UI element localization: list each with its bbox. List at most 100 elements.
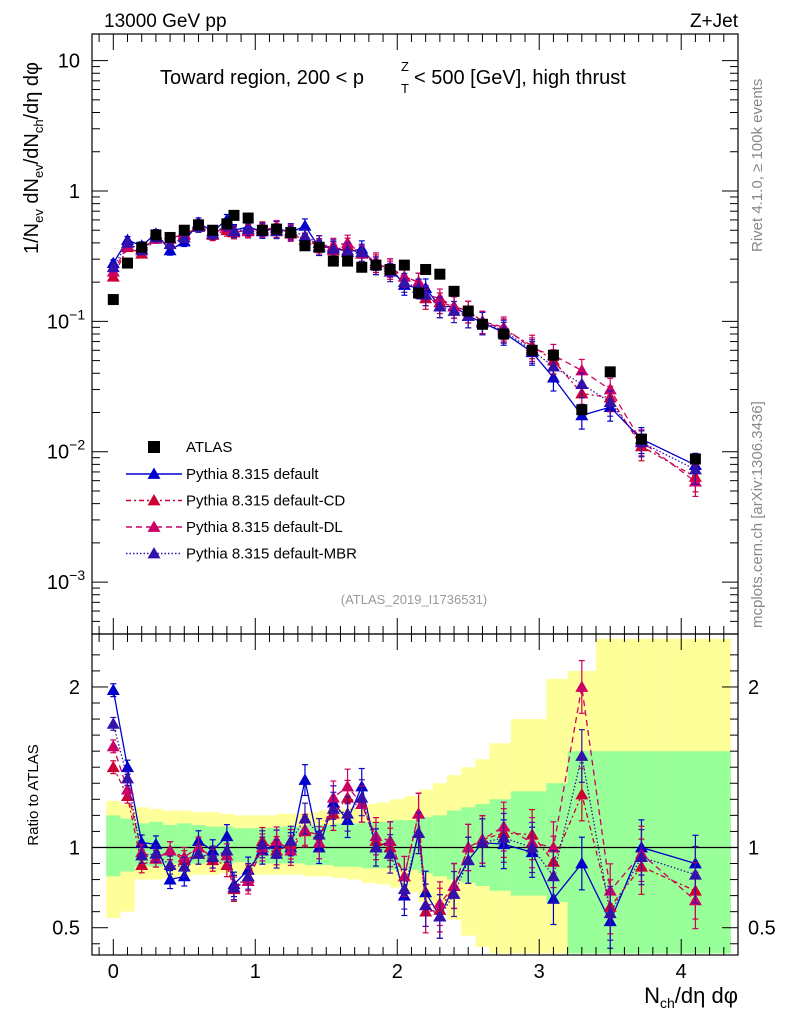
header-right: Z+Jet: [690, 11, 739, 32]
ratio-stat-band: [418, 816, 433, 874]
main-point-pythia-8-315-default-dl: [575, 363, 589, 376]
ratio-point-pythia-8-315-default-mbr: [298, 812, 312, 824]
ratio-point-pythia-8-315-default-mbr: [575, 749, 589, 761]
main-line-pythia-8-315-default: [112, 218, 696, 466]
svg-text:Nch/dη dφ: Nch/dη dφ: [644, 983, 738, 1011]
main-y-tick-label: 10: [58, 51, 80, 73]
main-point-pythia-8-315-default-mbr: [688, 463, 702, 475]
ratio-point-pythia-8-315-default-mbr: [525, 840, 539, 853]
legend-label-pythia-8-315-default-cd: Pythia 8.315 default-CD: [186, 493, 345, 510]
ratio-stat-band: [546, 783, 568, 903]
ratio-point-pythia-8-315-default-mbr: [475, 836, 489, 848]
atlas-data-point: [526, 344, 538, 356]
atlas-data-point: [192, 219, 204, 231]
atlas-data-point: [384, 263, 396, 275]
ratio-point-pythia-8-315-default-mbr: [135, 848, 149, 861]
main-point-pythia-8-315-default-mbr: [433, 300, 447, 312]
main-point-pythia-8-315-default-mbr: [106, 260, 120, 273]
ratio-frame: [91, 633, 739, 956]
ratio-point-pythia-8-315-default: [120, 760, 134, 773]
x-tick-label: 4: [676, 961, 687, 983]
legend-marker-atlas: [148, 441, 160, 453]
ratio-point-pythia-8-315-default-mbr: [163, 858, 177, 870]
ratio-point-pythia-8-315-default: [106, 683, 120, 696]
ratio-stat-band: [333, 823, 348, 867]
ratio-point-pythia-8-315-default-mbr: [120, 771, 134, 784]
ratio-y-tick-label-right: 0.5: [748, 918, 776, 940]
atlas-data-point: [178, 224, 190, 236]
atlas-data-point: [547, 349, 559, 361]
panel-title-post: < 500 [GeV], high thrust: [414, 67, 626, 89]
legend-label-pythia-8-315-default-mbr: Pythia 8.315 default-MBR: [186, 546, 357, 563]
ratio-point-pythia-8-315-default-mbr: [383, 847, 397, 859]
ratio-stat-band: [432, 815, 447, 877]
panel-title: Toward region, 200 < p Z T < 500 [GeV], …: [160, 59, 626, 96]
main-point-pythia-8-315-default-mbr: [546, 360, 560, 372]
atlas-data-point: [313, 241, 325, 253]
x-axis-label: Nch/dη dφ: [644, 983, 738, 1011]
atlas-data-point: [299, 240, 311, 252]
ratio-y-tick-label-right: 2: [748, 677, 759, 699]
ratio-point-pythia-8-315-default-dl: [177, 850, 191, 862]
atlas-data-point: [207, 224, 219, 236]
ratio-point-pythia-8-315-default-mbr: [177, 860, 191, 872]
atlas-data-point: [398, 259, 410, 271]
ratio-point-pythia-8-315-default-mbr: [419, 898, 433, 911]
ratio-stat-band: [347, 823, 362, 867]
main-point-pythia-8-315-default-mbr: [355, 245, 369, 257]
legend-marker-pythia-8-315-default-mbr: [147, 547, 161, 559]
ratio-point-pythia-8-315-default: [220, 829, 234, 842]
ratio-stat-band: [233, 828, 249, 862]
ratio-point-pythia-8-315-default: [575, 857, 589, 869]
x-tick-label: 3: [534, 961, 545, 983]
atlas-data-point: [271, 223, 283, 235]
atlas-data-point: [689, 453, 701, 465]
main-point-pythia-8-315-default-mbr: [326, 242, 340, 254]
ratio-point-pythia-8-315-default-cd: [106, 760, 120, 773]
ratio-point-pythia-8-315-default: [163, 873, 177, 885]
ratio-y-tick-label: 2: [69, 677, 80, 699]
ratio-y-tick-label: 1: [69, 837, 80, 859]
ratio-point-pythia-8-315-default-mbr: [312, 828, 326, 840]
main-point-pythia-8-315-default-mbr: [163, 237, 177, 250]
atlas-data-point: [413, 287, 425, 299]
main-point-pythia-8-315-default-mbr: [447, 304, 461, 316]
x-tick-label: 2: [392, 961, 403, 983]
atlas-data-point: [242, 212, 254, 224]
atlas-data-point: [327, 255, 339, 267]
main-y-tick-label: 1: [69, 181, 80, 203]
main-point-pythia-8-315-default-dl: [603, 383, 617, 395]
ratio-point-pythia-8-315-default-mbr: [355, 791, 369, 803]
atlas-data-point: [498, 328, 510, 340]
main-y-axis-label: 1/Nev dNev/dNch/dη dφ: [21, 62, 46, 254]
mcplots-label: mcplots.cern.ch [arXiv:1306.3436]: [749, 401, 766, 628]
ratio-point-pythia-8-315-default-mbr: [634, 850, 648, 862]
ratio-point-pythia-8-315-default-dl: [341, 779, 355, 792]
ratio-point-pythia-8-315-default: [135, 836, 149, 848]
main-plot: 10−3 10−2 10−1 1 10: [47, 33, 739, 635]
main-point-pythia-8-315-default-mbr: [575, 377, 589, 390]
ratio-point-pythia-8-315-default-mbr: [284, 834, 298, 846]
main-y-tick-label: 10−1: [47, 306, 85, 333]
ratio-plot: 0.5 0.5 1 1 2 2 0 1 2 3 4: [52, 633, 776, 983]
ratio-point-pythia-8-315-default-mbr: [497, 831, 511, 843]
atlas-data-point: [221, 218, 233, 230]
rivet-label: Rivet 4.1.0, ≥ 100k events: [749, 79, 766, 252]
main-frame: [91, 33, 739, 635]
ratio-point-pythia-8-315-default-mbr: [688, 868, 702, 880]
atlas-data-point: [107, 294, 119, 306]
header-left: 13000 GeV pp: [104, 11, 227, 32]
main-point-pythia-8-315-default-mbr: [177, 230, 191, 243]
ratio-point-pythia-8-315-default-mbr: [255, 837, 269, 850]
ratio-point-pythia-8-315-default-mbr: [106, 717, 120, 729]
legend-marker-pythia-8-315-default: [147, 467, 161, 479]
atlas-data-point: [164, 231, 176, 243]
ratio-y-tick-label-right: 1: [748, 837, 759, 859]
legend-marker-pythia-8-315-default-cd: [147, 494, 161, 506]
main-point-pythia-8-315-default: [298, 219, 312, 231]
ratio-point-pythia-8-315-default-mbr: [603, 906, 617, 919]
atlas-data-point: [604, 366, 616, 378]
ratio-stat-band: [446, 810, 462, 880]
ratio-point-pythia-8-315-default-mbr: [433, 909, 447, 922]
legend-label-pythia-8-315-default-dl: Pythia 8.315 default-DL: [186, 519, 343, 536]
